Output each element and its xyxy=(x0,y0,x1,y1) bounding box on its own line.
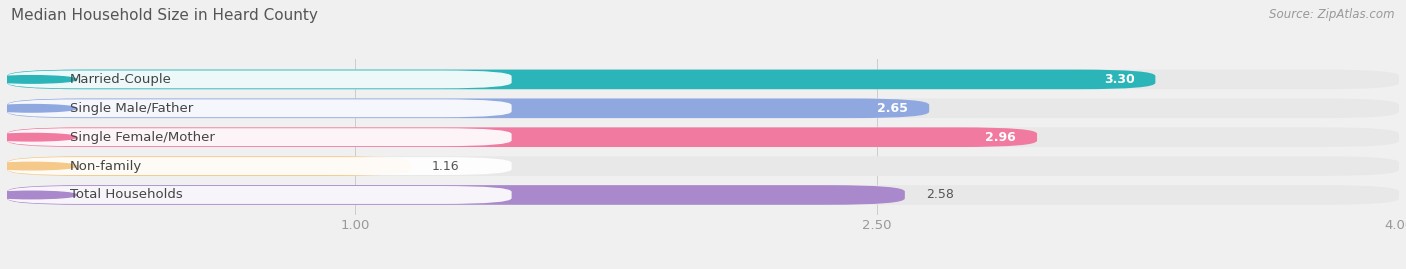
FancyBboxPatch shape xyxy=(7,127,1399,147)
Text: Married-Couple: Married-Couple xyxy=(70,73,172,86)
FancyBboxPatch shape xyxy=(7,156,411,176)
FancyBboxPatch shape xyxy=(7,186,512,204)
Text: Non-family: Non-family xyxy=(70,160,142,173)
Circle shape xyxy=(0,191,77,199)
Text: 2.65: 2.65 xyxy=(877,102,908,115)
Circle shape xyxy=(0,133,77,141)
FancyBboxPatch shape xyxy=(7,99,512,117)
Text: Source: ZipAtlas.com: Source: ZipAtlas.com xyxy=(1270,8,1395,21)
Text: 2.58: 2.58 xyxy=(925,189,953,201)
Circle shape xyxy=(0,105,77,112)
Text: 1.16: 1.16 xyxy=(432,160,460,173)
Text: 3.30: 3.30 xyxy=(1104,73,1135,86)
FancyBboxPatch shape xyxy=(7,98,929,118)
FancyBboxPatch shape xyxy=(7,98,1399,118)
Text: Total Households: Total Households xyxy=(70,189,183,201)
Text: Single Female/Mother: Single Female/Mother xyxy=(70,131,215,144)
FancyBboxPatch shape xyxy=(7,157,512,175)
Text: Median Household Size in Heard County: Median Household Size in Heard County xyxy=(11,8,318,23)
FancyBboxPatch shape xyxy=(7,70,1156,89)
FancyBboxPatch shape xyxy=(7,156,1399,176)
FancyBboxPatch shape xyxy=(7,128,512,146)
FancyBboxPatch shape xyxy=(7,185,1399,205)
Circle shape xyxy=(0,76,77,83)
FancyBboxPatch shape xyxy=(7,127,1038,147)
Text: Single Male/Father: Single Male/Father xyxy=(70,102,193,115)
FancyBboxPatch shape xyxy=(7,70,1399,89)
Circle shape xyxy=(0,162,77,170)
FancyBboxPatch shape xyxy=(7,185,905,205)
FancyBboxPatch shape xyxy=(7,70,512,88)
Text: 2.96: 2.96 xyxy=(986,131,1017,144)
